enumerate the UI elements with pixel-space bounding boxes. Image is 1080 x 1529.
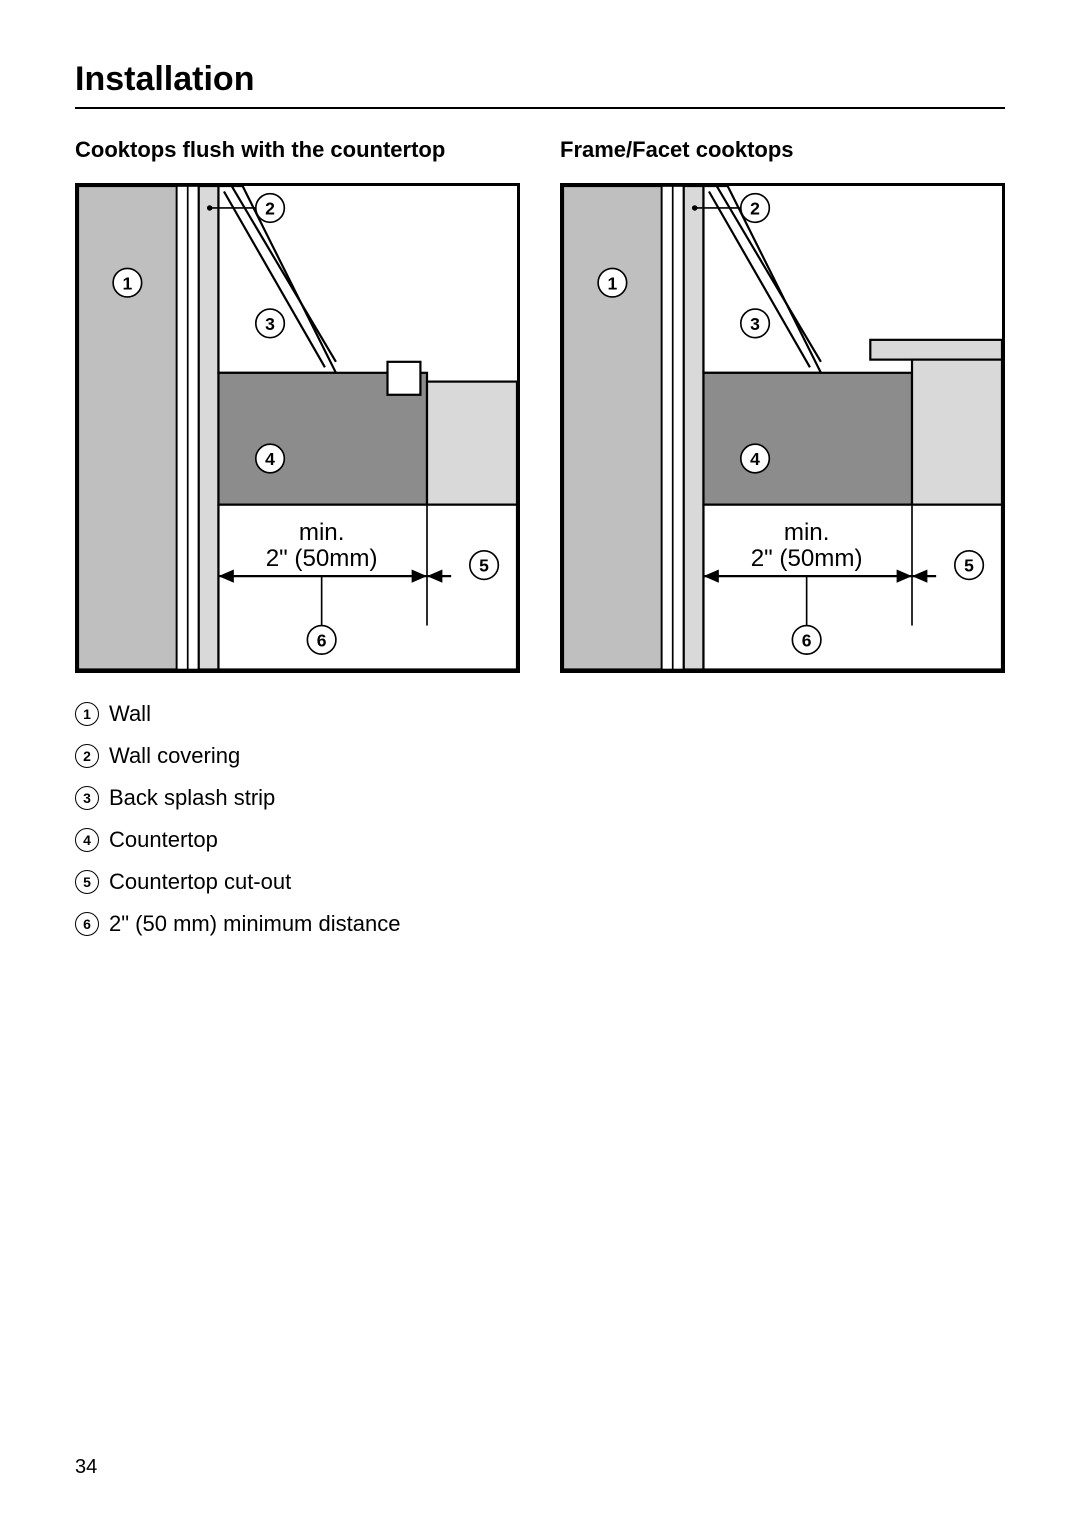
callout-3-r: 3 [741, 309, 770, 338]
svg-text:4: 4 [750, 449, 760, 469]
legend-num-2: 2 [75, 744, 99, 768]
callout-4-r: 4 [741, 444, 770, 473]
legend-num-6: 6 [75, 912, 99, 936]
diagram-frame: min. 2" (50mm) 1 2 3 [560, 183, 1005, 673]
legend-item-6: 6 2" (50 mm) minimum distance [75, 911, 520, 937]
svg-text:1: 1 [122, 273, 132, 293]
legend-num-3: 3 [75, 786, 99, 810]
svg-text:2: 2 [265, 199, 275, 219]
dim-text-val-r: 2" (50mm) [751, 545, 863, 572]
legend-label-2: Wall covering [109, 743, 240, 769]
legend-num-4: 4 [75, 828, 99, 852]
svg-text:1: 1 [607, 273, 617, 293]
callout-5-r: 5 [955, 551, 984, 580]
svg-text:5: 5 [479, 556, 489, 576]
legend-item-5: 5 Countertop cut-out [75, 869, 520, 895]
diagram-flush: min. 2" (50mm) 1 2 [75, 183, 520, 673]
legend-item-2: 2 Wall covering [75, 743, 520, 769]
page-number: 34 [75, 1456, 97, 1479]
svg-text:2: 2 [750, 199, 760, 219]
title-rule [75, 107, 1005, 109]
callout-1-r: 1 [598, 268, 627, 297]
dim-text-val: 2" (50mm) [266, 545, 378, 572]
dim-text-min-r: min. [784, 519, 830, 546]
svg-text:6: 6 [317, 630, 327, 650]
legend-item-4: 4 Countertop [75, 827, 520, 853]
page-title: Installation [75, 60, 1005, 99]
callout-5: 5 [470, 551, 499, 580]
callout-4: 4 [256, 444, 285, 473]
legend-label-3: Back splash strip [109, 785, 275, 811]
dim-text-min: min. [299, 519, 345, 546]
legend-label-5: Countertop cut-out [109, 869, 291, 895]
legend-num-5: 5 [75, 870, 99, 894]
legend-label-1: Wall [109, 701, 151, 727]
svg-text:3: 3 [265, 314, 275, 334]
diagram-right-title: Frame/Facet cooktops [560, 137, 1005, 163]
callout-1: 1 [113, 268, 142, 297]
legend-num-1: 1 [75, 702, 99, 726]
svg-text:5: 5 [964, 556, 974, 576]
legend-item-1: 1 Wall [75, 701, 520, 727]
svg-text:4: 4 [265, 449, 275, 469]
legend-label-4: Countertop [109, 827, 218, 853]
legend-item-3: 3 Back splash strip [75, 785, 520, 811]
legend-label-6: 2" (50 mm) minimum distance [109, 911, 400, 937]
svg-text:3: 3 [750, 314, 760, 334]
diagram-left-title: Cooktops flush with the countertop [75, 137, 520, 163]
callout-3: 3 [256, 309, 285, 338]
legend: 1 Wall 2 Wall covering 3 Back splash str… [75, 701, 520, 937]
svg-text:6: 6 [802, 630, 812, 650]
